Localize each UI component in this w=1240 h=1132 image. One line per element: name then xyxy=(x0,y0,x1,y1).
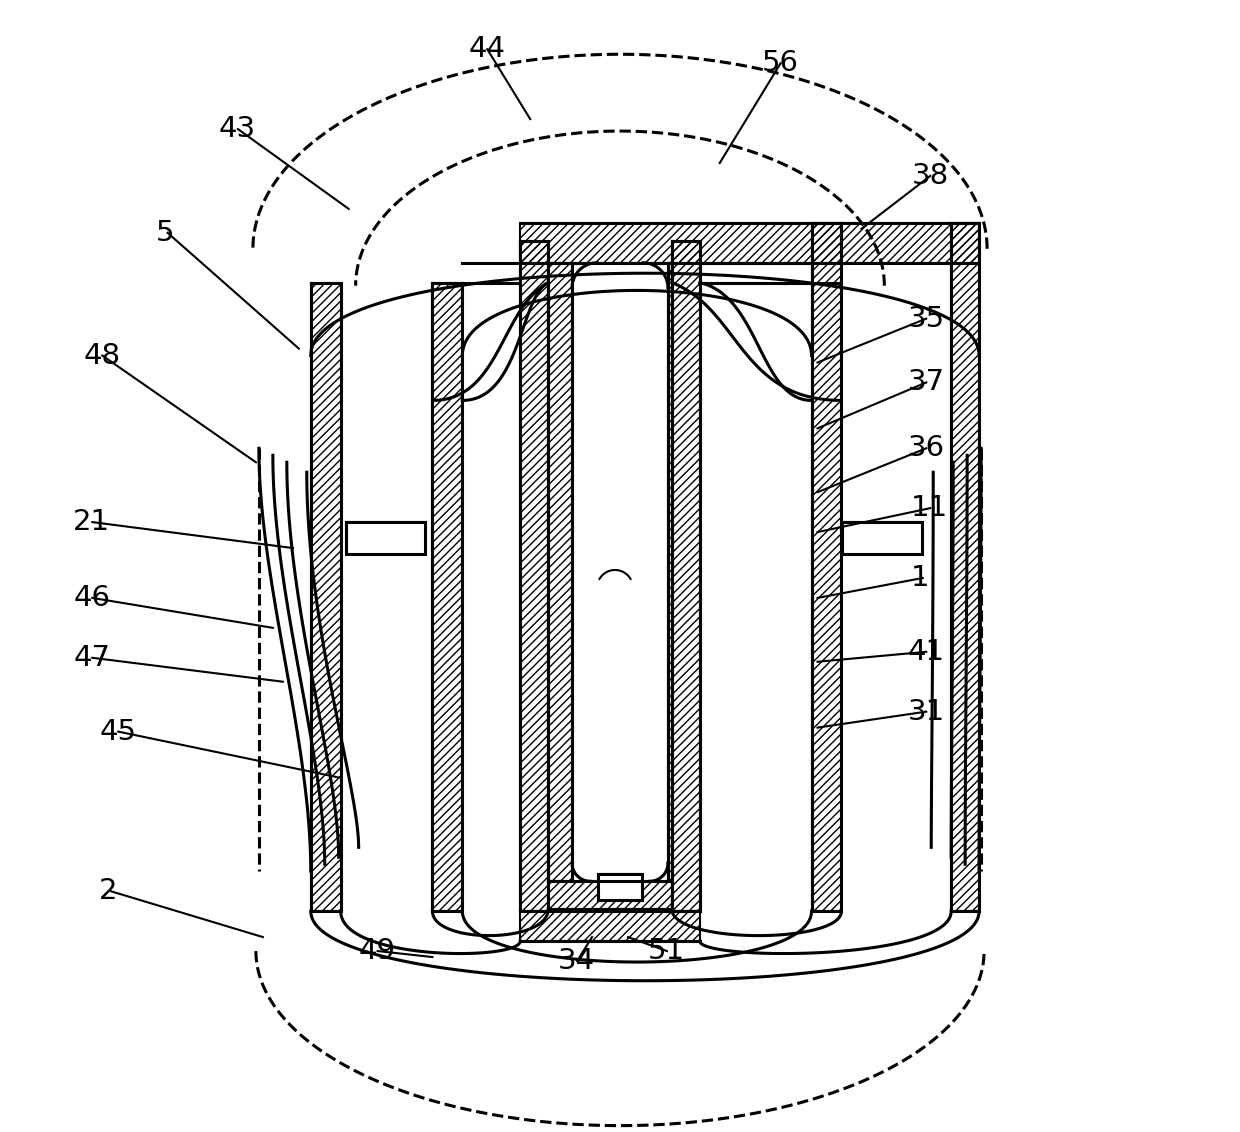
Bar xyxy=(672,241,699,911)
Text: 1: 1 xyxy=(911,564,930,592)
Text: 41: 41 xyxy=(908,637,945,666)
Bar xyxy=(668,263,672,881)
Bar xyxy=(346,522,425,554)
Bar xyxy=(311,283,341,911)
Text: 49: 49 xyxy=(358,937,396,966)
Bar xyxy=(521,911,699,941)
Text: 46: 46 xyxy=(73,584,110,612)
Text: 37: 37 xyxy=(908,368,945,396)
Text: 45: 45 xyxy=(99,718,136,746)
Text: 34: 34 xyxy=(558,947,595,975)
Bar xyxy=(548,263,572,881)
Bar xyxy=(598,874,642,900)
Bar xyxy=(548,881,672,909)
Bar xyxy=(811,223,842,911)
Text: 2: 2 xyxy=(99,877,118,906)
Bar xyxy=(521,241,548,911)
Text: 21: 21 xyxy=(73,508,110,537)
Bar xyxy=(842,522,923,554)
Text: 36: 36 xyxy=(908,435,945,462)
Text: 47: 47 xyxy=(73,644,110,671)
Text: 43: 43 xyxy=(219,115,257,143)
Text: 5: 5 xyxy=(156,218,175,247)
Text: 35: 35 xyxy=(908,305,945,333)
Text: 51: 51 xyxy=(649,937,684,966)
Bar xyxy=(346,522,425,554)
Text: 31: 31 xyxy=(908,697,945,726)
Bar xyxy=(842,522,923,554)
Bar xyxy=(951,223,980,911)
Text: 56: 56 xyxy=(761,49,799,77)
Bar xyxy=(598,874,642,900)
Bar xyxy=(521,223,980,263)
Text: 48: 48 xyxy=(83,342,120,369)
Text: 44: 44 xyxy=(469,35,506,63)
Text: 11: 11 xyxy=(911,495,949,522)
Bar xyxy=(433,283,463,911)
Text: 38: 38 xyxy=(911,162,949,190)
